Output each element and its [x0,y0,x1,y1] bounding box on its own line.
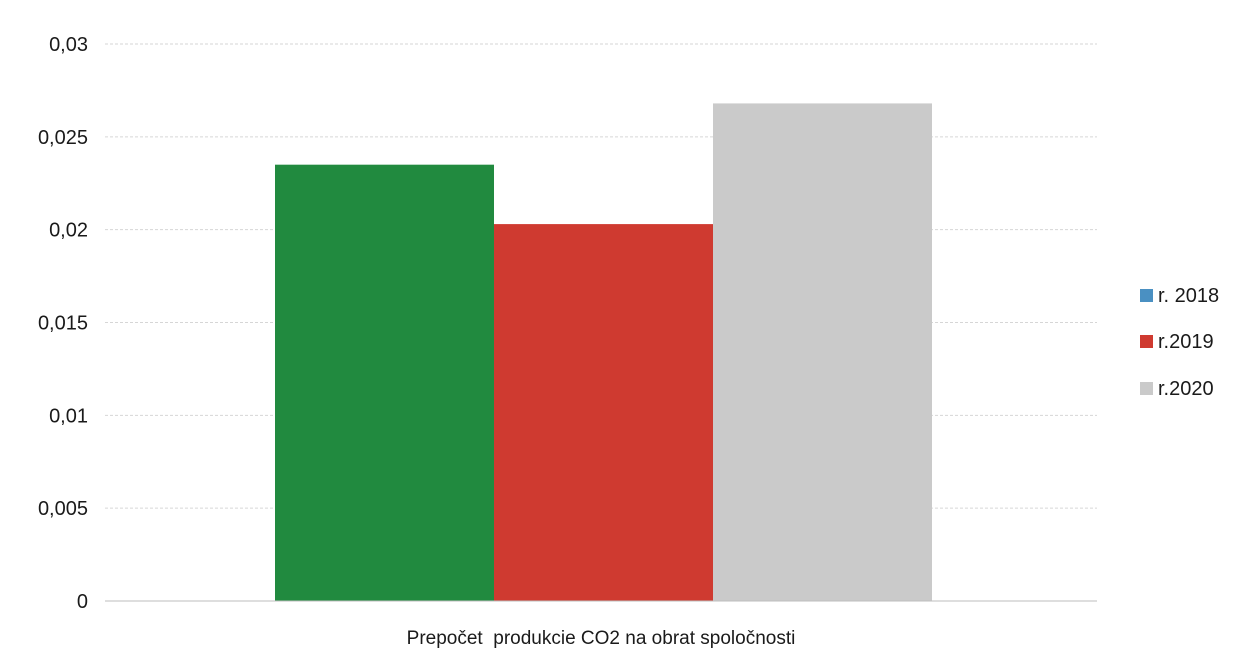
y-tick-label: 0,03 [49,34,88,56]
category-label: Prepočet produkcie CO2 na obrat spoločno… [407,628,796,649]
legend-label: r. 2018 [1158,285,1219,307]
y-tick-label: 0,01 [49,405,88,427]
y-tick-label: 0,02 [49,220,88,242]
legend-item: r.2020 [1140,378,1214,400]
y-tick-label: 0 [77,591,88,613]
legend-item: r. 2018 [1140,285,1219,307]
y-axis-ticks: 0 0,005 0,01 0,015 0,02 0,025 0,03 [38,34,88,613]
bar [275,164,494,601]
legend-label: r.2020 [1158,378,1214,400]
bars [275,103,932,601]
y-tick-label: 0,005 [38,498,88,520]
bar [713,103,932,601]
legend-swatch [1140,289,1153,302]
legend: r. 2018 r.2019 r.2020 [1140,285,1219,400]
legend-swatch [1140,382,1153,395]
legend-item: r.2019 [1140,331,1214,353]
legend-swatch [1140,335,1153,348]
bar [494,224,713,601]
legend-label: r.2019 [1158,331,1214,353]
y-tick-label: 0,025 [38,127,88,149]
y-tick-label: 0,015 [38,313,88,335]
